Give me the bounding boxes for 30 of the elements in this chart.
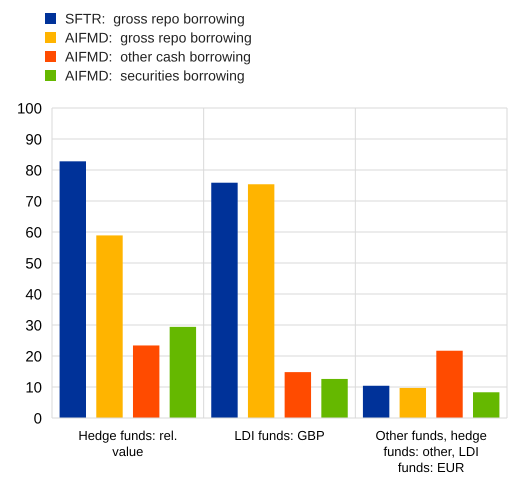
- bar: [472, 392, 500, 418]
- x-tick-label: LDI funds: GBP: [234, 428, 325, 443]
- bar: [321, 378, 348, 418]
- bar: [362, 386, 390, 418]
- legend-label: AIFMD: securities borrowing: [65, 67, 245, 84]
- bar: [248, 184, 274, 418]
- x-tick-label: Hedge funds: rel. value: [78, 428, 178, 459]
- bar: [211, 182, 238, 418]
- legend-label: AIFMD: other cash borrowing: [65, 48, 251, 64]
- bar: [284, 372, 312, 418]
- legend-label: SFTR: gross repo borrowing: [65, 10, 245, 26]
- y-tick-label: 10: [25, 379, 42, 396]
- y-tick-label: 60: [25, 224, 42, 242]
- bar: [132, 345, 160, 418]
- y-tick-label: 30: [25, 317, 42, 334]
- y-tick-label: 80: [25, 162, 42, 180]
- y-tick-label: 70: [25, 193, 42, 210]
- bar: [400, 388, 426, 418]
- y-tick-label: 50: [25, 255, 42, 272]
- bar: [60, 161, 86, 418]
- x-tick-label: Other funds, hedge funds: other, LDI funds: EUR: [376, 428, 487, 475]
- y-tick-label: 40: [25, 286, 42, 304]
- legend-label: AIFMD: gross repo borrowing: [65, 29, 252, 46]
- bar: [170, 326, 196, 418]
- y-tick-label: 100: [16, 100, 42, 118]
- bar: [436, 350, 463, 418]
- y-tick-label: 20: [25, 348, 42, 366]
- bar: [96, 235, 123, 418]
- y-tick-label: 0: [34, 410, 42, 428]
- y-tick-label: 90: [25, 131, 42, 148]
